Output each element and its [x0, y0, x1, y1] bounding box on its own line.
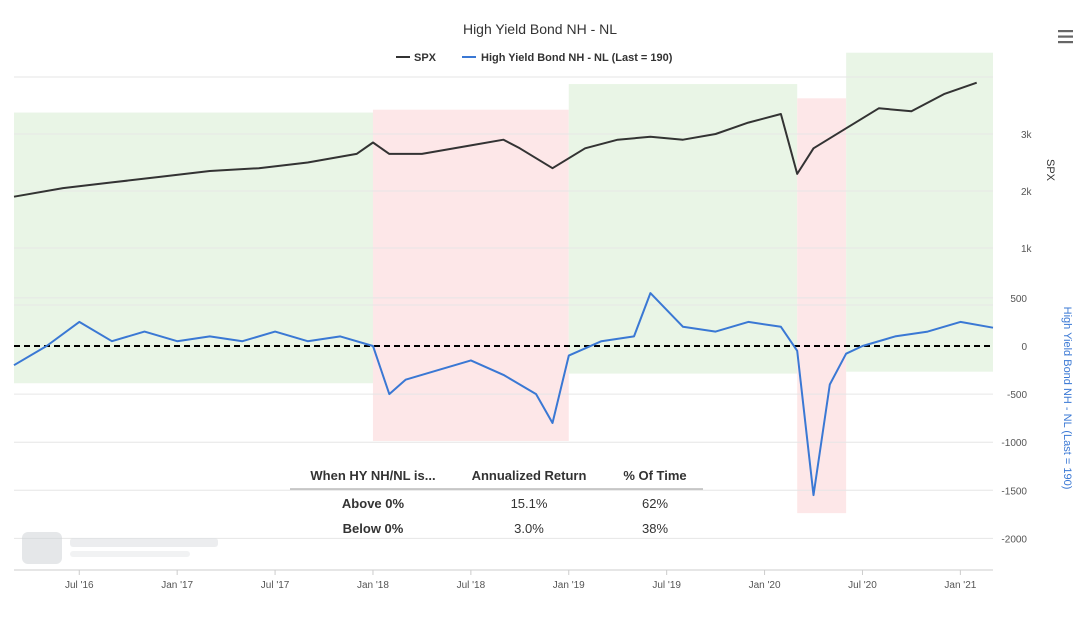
x-axis: Jul '16 Jan '17 Jul '17 Jan '18 Jul '18 Jan '… [65, 570, 977, 591]
y-spx-tick-label-1: 2k [1021, 187, 1033, 198]
x-tick-label-3: Jan '18 [357, 580, 389, 591]
stats-row-below-return: 3.0% [514, 521, 544, 536]
legend-hy-label[interactable]: High Yield Bond NH - NL (Last = 190) [481, 52, 673, 64]
x-tick-label-8: Jul '20 [848, 580, 877, 591]
y-hy-tick-label-5: -2000 [1001, 534, 1027, 545]
y-hy-tick-label-3: -1000 [1001, 438, 1027, 449]
hamburger-menu-icon[interactable] [1056, 28, 1076, 46]
x-tick-label-7: Jan '20 [749, 580, 781, 591]
y-axis-hy-title: High Yield Bond NH - NL (Last = 190) [1061, 307, 1073, 490]
x-tick-label-2: Jul '17 [261, 580, 290, 591]
x-tick-label-0: Jul '16 [65, 580, 94, 591]
stats-header-return: Annualized Return [472, 468, 587, 483]
regime-band-3 [568, 84, 798, 374]
spx-series-line [13, 81, 978, 198]
stats-row-above-time: 62% [642, 496, 668, 511]
series-group [13, 81, 994, 497]
gridlines [14, 76, 993, 571]
y-spx-tick-label-0: 1k [1021, 244, 1033, 255]
y-hy-tick-label-2: -500 [1007, 390, 1027, 401]
y-axis-spx-title: SPX [1044, 159, 1056, 182]
y-hy-tick-label-4: -1500 [1001, 486, 1027, 497]
stats-row-above-return: 15.1% [511, 496, 548, 511]
y-spx-tick-label-2: 3k [1021, 130, 1033, 141]
y-axis-hy: 500 0 -500 -1000 -1500 -2000 [1001, 294, 1027, 546]
regime-band-2 [372, 109, 569, 441]
stats-row-below-label: Below 0% [343, 521, 404, 536]
watermark-logo [22, 532, 218, 564]
stats-header-time: % Of Time [623, 468, 686, 483]
x-tick-label-9: Jan '21 [944, 580, 976, 591]
stats-row-above-label: Above 0% [342, 496, 405, 511]
x-tick-label-4: Jul '18 [457, 580, 486, 591]
stats-row-below-time: 38% [642, 521, 668, 536]
y-hy-tick-label-1: 0 [1021, 342, 1027, 353]
chart-title: High Yield Bond NH - NL [463, 21, 617, 37]
y-axis-spx: 1k 2k 3k [1021, 130, 1033, 255]
hy-series-line [13, 292, 994, 497]
regime-bands [14, 52, 993, 514]
legend[interactable]: SPX High Yield Bond NH - NL (Last = 190) [396, 52, 673, 64]
y-hy-tick-label-0: 500 [1010, 294, 1027, 305]
stats-header-condition: When HY NH/NL is... [310, 468, 435, 483]
x-tick-label-1: Jan '17 [161, 580, 193, 591]
x-tick-label-6: Jul '19 [652, 580, 681, 591]
legend-spx-label[interactable]: SPX [414, 52, 437, 64]
stats-table: When HY NH/NL is... Annualized Return % … [290, 468, 703, 536]
x-tick-label-5: Jan '19 [553, 580, 585, 591]
